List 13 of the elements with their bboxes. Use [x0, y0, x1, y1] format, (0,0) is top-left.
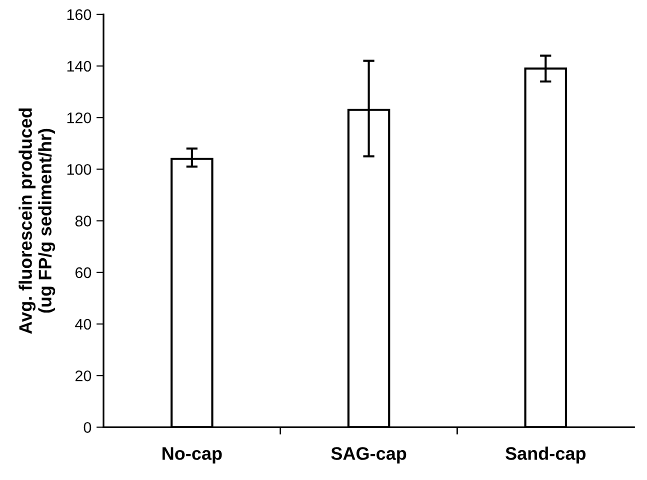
y-tick-label: 40 — [75, 318, 92, 330]
x-tick-label: No-cap — [162, 447, 222, 464]
x-tick-label: Sand-cap — [506, 446, 586, 464]
y-tick-label: 20 — [75, 370, 92, 382]
y-tick-label: 0 — [84, 422, 92, 433]
x-tick-label: SAG-cap — [331, 447, 406, 464]
y-axis-title: Avg. fluorescein produced (ug FP/g sediment/hr) — [18, 108, 56, 334]
y-tick-label: 120 — [67, 112, 92, 124]
y-tick-label: 60 — [76, 267, 92, 278]
y-tick-label: 160 — [67, 9, 92, 20]
y-tick-label: 100 — [67, 164, 92, 175]
y-tick-label: 80 — [75, 216, 92, 226]
y-tick-label: 140 — [67, 60, 92, 72]
